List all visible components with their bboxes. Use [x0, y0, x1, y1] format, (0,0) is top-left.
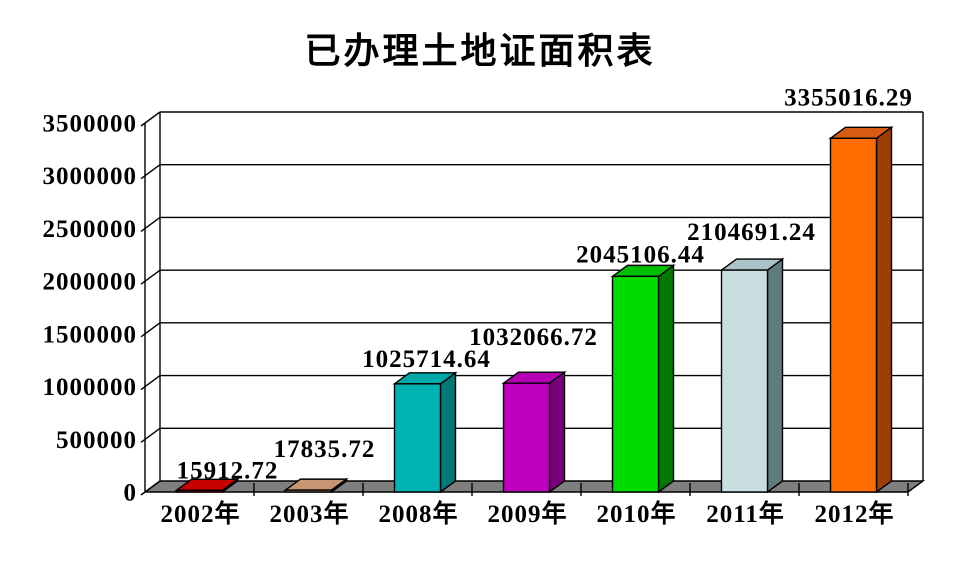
bar-side-2011年: [766, 257, 784, 494]
chart-title: 已办理土地证面积表: [304, 31, 656, 72]
value-axis-tick: [140, 216, 161, 232]
y-tick-label: 2000000: [43, 269, 138, 296]
bar-side-2008年: [439, 371, 457, 494]
value-axis-tick: [140, 480, 161, 496]
bar-side-2009年: [548, 370, 566, 494]
category-label: 2009年: [487, 499, 567, 528]
value-axis-tick: [140, 375, 161, 391]
category-label: 2011年: [706, 499, 785, 528]
bar-front-2008年: [393, 383, 442, 493]
bar-front-2011年: [720, 269, 769, 493]
data-label: 1025714.64: [362, 346, 491, 373]
data-label: 2045106.44: [576, 241, 705, 268]
data-label: 3355016.29: [784, 84, 913, 111]
y-tick-label: 3000000: [43, 163, 138, 190]
y-tick-label: 1500000: [43, 321, 138, 348]
data-label: 1032066.72: [469, 324, 598, 351]
bar-side-2010年: [657, 264, 675, 494]
bar-front-2009年: [502, 382, 551, 493]
category-label: 2003年: [269, 499, 349, 528]
data-label: 2104691.24: [687, 219, 816, 246]
category-label: 2002年: [160, 499, 240, 528]
y-tick-label: 3500000: [43, 111, 138, 138]
y-tick-label: 500000: [56, 427, 137, 454]
value-axis-tick: [140, 111, 161, 127]
category-label: 2008年: [378, 499, 458, 528]
y-tick-label: 0: [124, 480, 138, 507]
y-tick-label: 1000000: [43, 374, 138, 401]
data-label: 17835.72: [274, 436, 376, 463]
bar-front-2002年: [175, 489, 224, 493]
value-axis-tick: [140, 164, 161, 180]
data-label: 15912.72: [177, 457, 279, 484]
bar-front-2012年: [829, 137, 878, 493]
value-axis-tick: [140, 322, 161, 338]
value-axis-tick: [140, 427, 161, 443]
category-label: 2010年: [596, 499, 676, 528]
bar-front-2010年: [611, 275, 660, 493]
value-axis-tick: [140, 269, 161, 285]
y-tick-label: 2500000: [43, 216, 138, 243]
category-label: 2012年: [814, 499, 894, 528]
bar-front-2003年: [284, 489, 333, 493]
bar-side-2012年: [875, 125, 893, 494]
